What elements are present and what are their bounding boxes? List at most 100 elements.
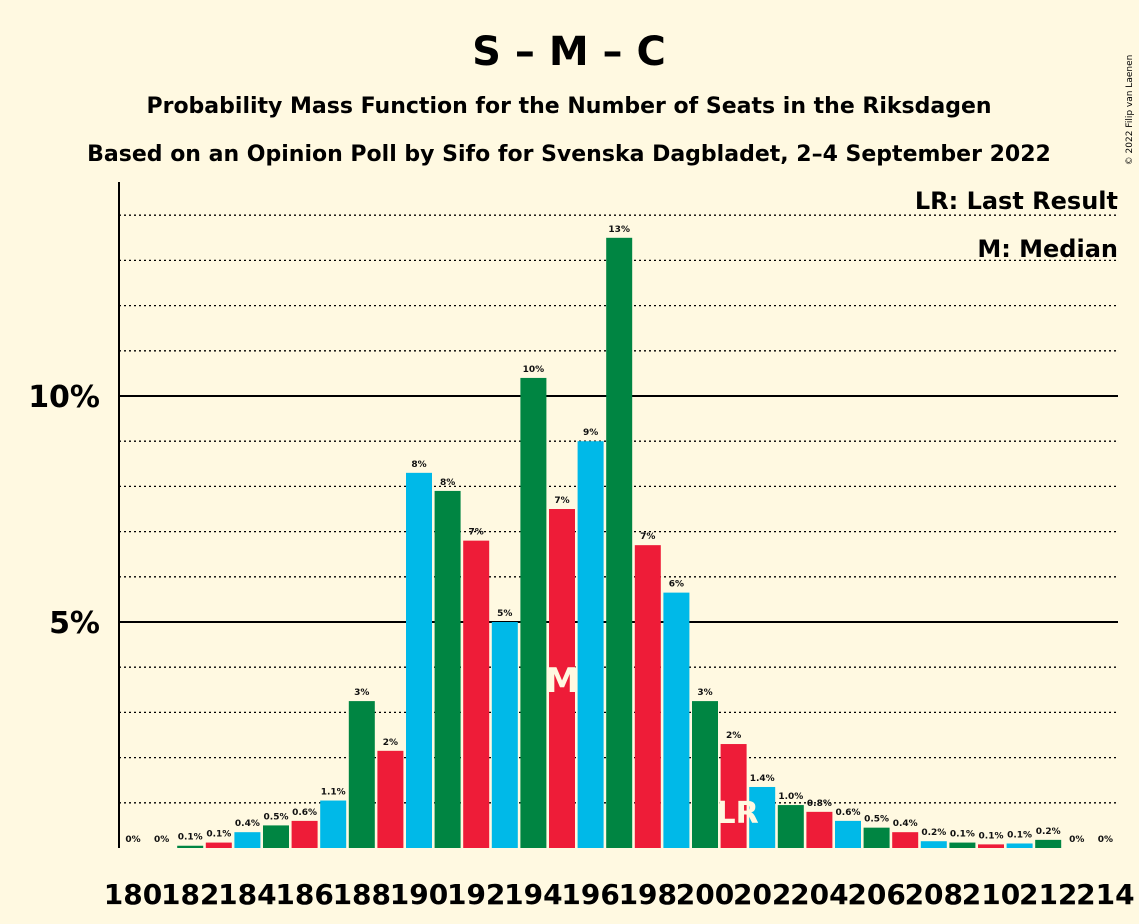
bar-seat-193 [491, 622, 518, 848]
data-label: 0.4% [893, 819, 918, 829]
bar-seat-198 [634, 545, 661, 848]
x-tick-label: 208 [905, 878, 963, 911]
data-label: 8% [411, 460, 426, 470]
data-label: 0.5% [264, 812, 289, 822]
data-label: 0.5% [864, 815, 889, 825]
x-tick-label: 214 [1076, 878, 1134, 911]
data-label: 0% [154, 835, 169, 845]
data-label: 9% [583, 428, 598, 438]
data-label: 3% [697, 688, 712, 698]
x-tick-label: 212 [1019, 878, 1077, 911]
data-label: 0.6% [836, 808, 861, 818]
bar-seat-194 [520, 377, 547, 848]
x-tick-label: 210 [962, 878, 1020, 911]
data-label: 7% [554, 496, 569, 506]
data-label: 0.6% [292, 808, 317, 818]
data-label: 1.1% [321, 788, 346, 798]
bar-seat-186 [291, 820, 318, 848]
data-label: 13% [608, 225, 630, 235]
copyright-note: © 2022 Filip van Laenen [1125, 55, 1135, 166]
bar-seat-204 [806, 811, 833, 848]
bar-seat-202 [749, 786, 776, 848]
data-label: 1.4% [750, 774, 775, 784]
data-label: 6% [669, 580, 684, 590]
data-label: 0.4% [235, 819, 260, 829]
x-tick-label: 196 [561, 878, 619, 911]
chart-title: S – M – C [472, 29, 666, 75]
data-label: 1.0% [778, 792, 803, 802]
gridlines [119, 214, 1118, 804]
bar-seat-183 [205, 842, 232, 848]
data-label: 7% [640, 532, 655, 542]
bar-seat-190 [406, 472, 432, 848]
bar-seat-209 [949, 842, 976, 848]
data-label: 5% [497, 609, 512, 619]
bar-seat-182 [177, 845, 204, 848]
bar-seat-212 [1035, 839, 1062, 848]
x-tick-label: 192 [447, 878, 505, 911]
bar-seat-205 [835, 820, 861, 848]
bar-seat-200 [692, 701, 718, 848]
last-result-marker: LR [716, 796, 758, 831]
x-tick-label: 184 [218, 878, 276, 911]
data-label: 0% [125, 835, 140, 845]
bar-seat-184 [234, 832, 261, 848]
data-label: 0.1% [178, 833, 203, 843]
bar-seat-207 [892, 832, 919, 848]
x-tick-label: 206 [847, 878, 905, 911]
x-tick-label: 202 [733, 878, 791, 911]
bar-seat-201 [720, 744, 747, 848]
legend-last-result: LR: Last Result [915, 187, 1118, 215]
y-axis-ticks: 5% 10% [28, 380, 100, 641]
chart-subtitle-1: Probability Mass Function for the Number… [146, 94, 991, 119]
x-tick-label: 200 [676, 878, 734, 911]
bar-seat-187 [320, 800, 347, 848]
x-tick-label: 198 [619, 878, 677, 911]
bar-seat-197 [606, 237, 633, 849]
data-label: 0.1% [979, 831, 1004, 841]
bar-seat-210 [978, 844, 1004, 848]
data-label: 7% [469, 528, 484, 538]
bar-seat-203 [777, 805, 804, 848]
x-tick-label: 186 [275, 878, 333, 911]
bar-seat-191 [434, 490, 461, 848]
x-tick-label: 180 [104, 878, 162, 911]
y-tick-label: 5% [49, 606, 100, 641]
data-label: 10% [523, 365, 545, 375]
legend-median: M: Median [977, 235, 1118, 263]
data-label: 3% [354, 688, 369, 698]
chart-subtitle-2: Based on an Opinion Poll by Sifo for Sve… [87, 142, 1051, 167]
bar-seat-185 [263, 825, 289, 848]
bar-seat-199 [663, 592, 690, 848]
data-label: 0.2% [921, 828, 946, 838]
bar-seat-208 [920, 841, 947, 848]
data-label: 8% [440, 478, 455, 488]
data-label: 0.1% [950, 830, 975, 840]
median-marker: M [545, 661, 579, 701]
data-label: 0.1% [1007, 830, 1032, 840]
data-label: 0.2% [1036, 827, 1061, 837]
x-tick-label: 204 [790, 878, 848, 911]
bar-seat-206 [863, 827, 890, 848]
data-labels: 0% 0% 0.1% 0.1%0.4%0.5% 0.6%1.1%3%2%8%8%7%5%… [125, 225, 1113, 845]
bar-seat-189 [377, 750, 404, 848]
x-tick-label: 188 [333, 878, 391, 911]
bar-seat-196 [577, 441, 604, 848]
x-tick-label: 182 [161, 878, 219, 911]
x-axis-ticks: 1801821841861881901921941961982002022042… [104, 878, 1135, 911]
bars [177, 237, 1062, 849]
x-tick-label: 190 [390, 878, 448, 911]
bar-seat-192 [463, 540, 490, 848]
bar-seat-188 [348, 701, 375, 848]
bar-seat-195 [549, 509, 575, 848]
y-tick-label: 10% [28, 380, 100, 415]
data-label: 0% [1098, 835, 1113, 845]
bar-seat-211 [1006, 843, 1033, 848]
data-label: 2% [726, 731, 741, 741]
data-label: 0.1% [206, 830, 231, 840]
x-tick-label: 194 [504, 878, 562, 911]
data-label: 0.8% [807, 799, 832, 809]
data-label: 0% [1069, 835, 1084, 845]
data-label: 2% [383, 738, 398, 748]
